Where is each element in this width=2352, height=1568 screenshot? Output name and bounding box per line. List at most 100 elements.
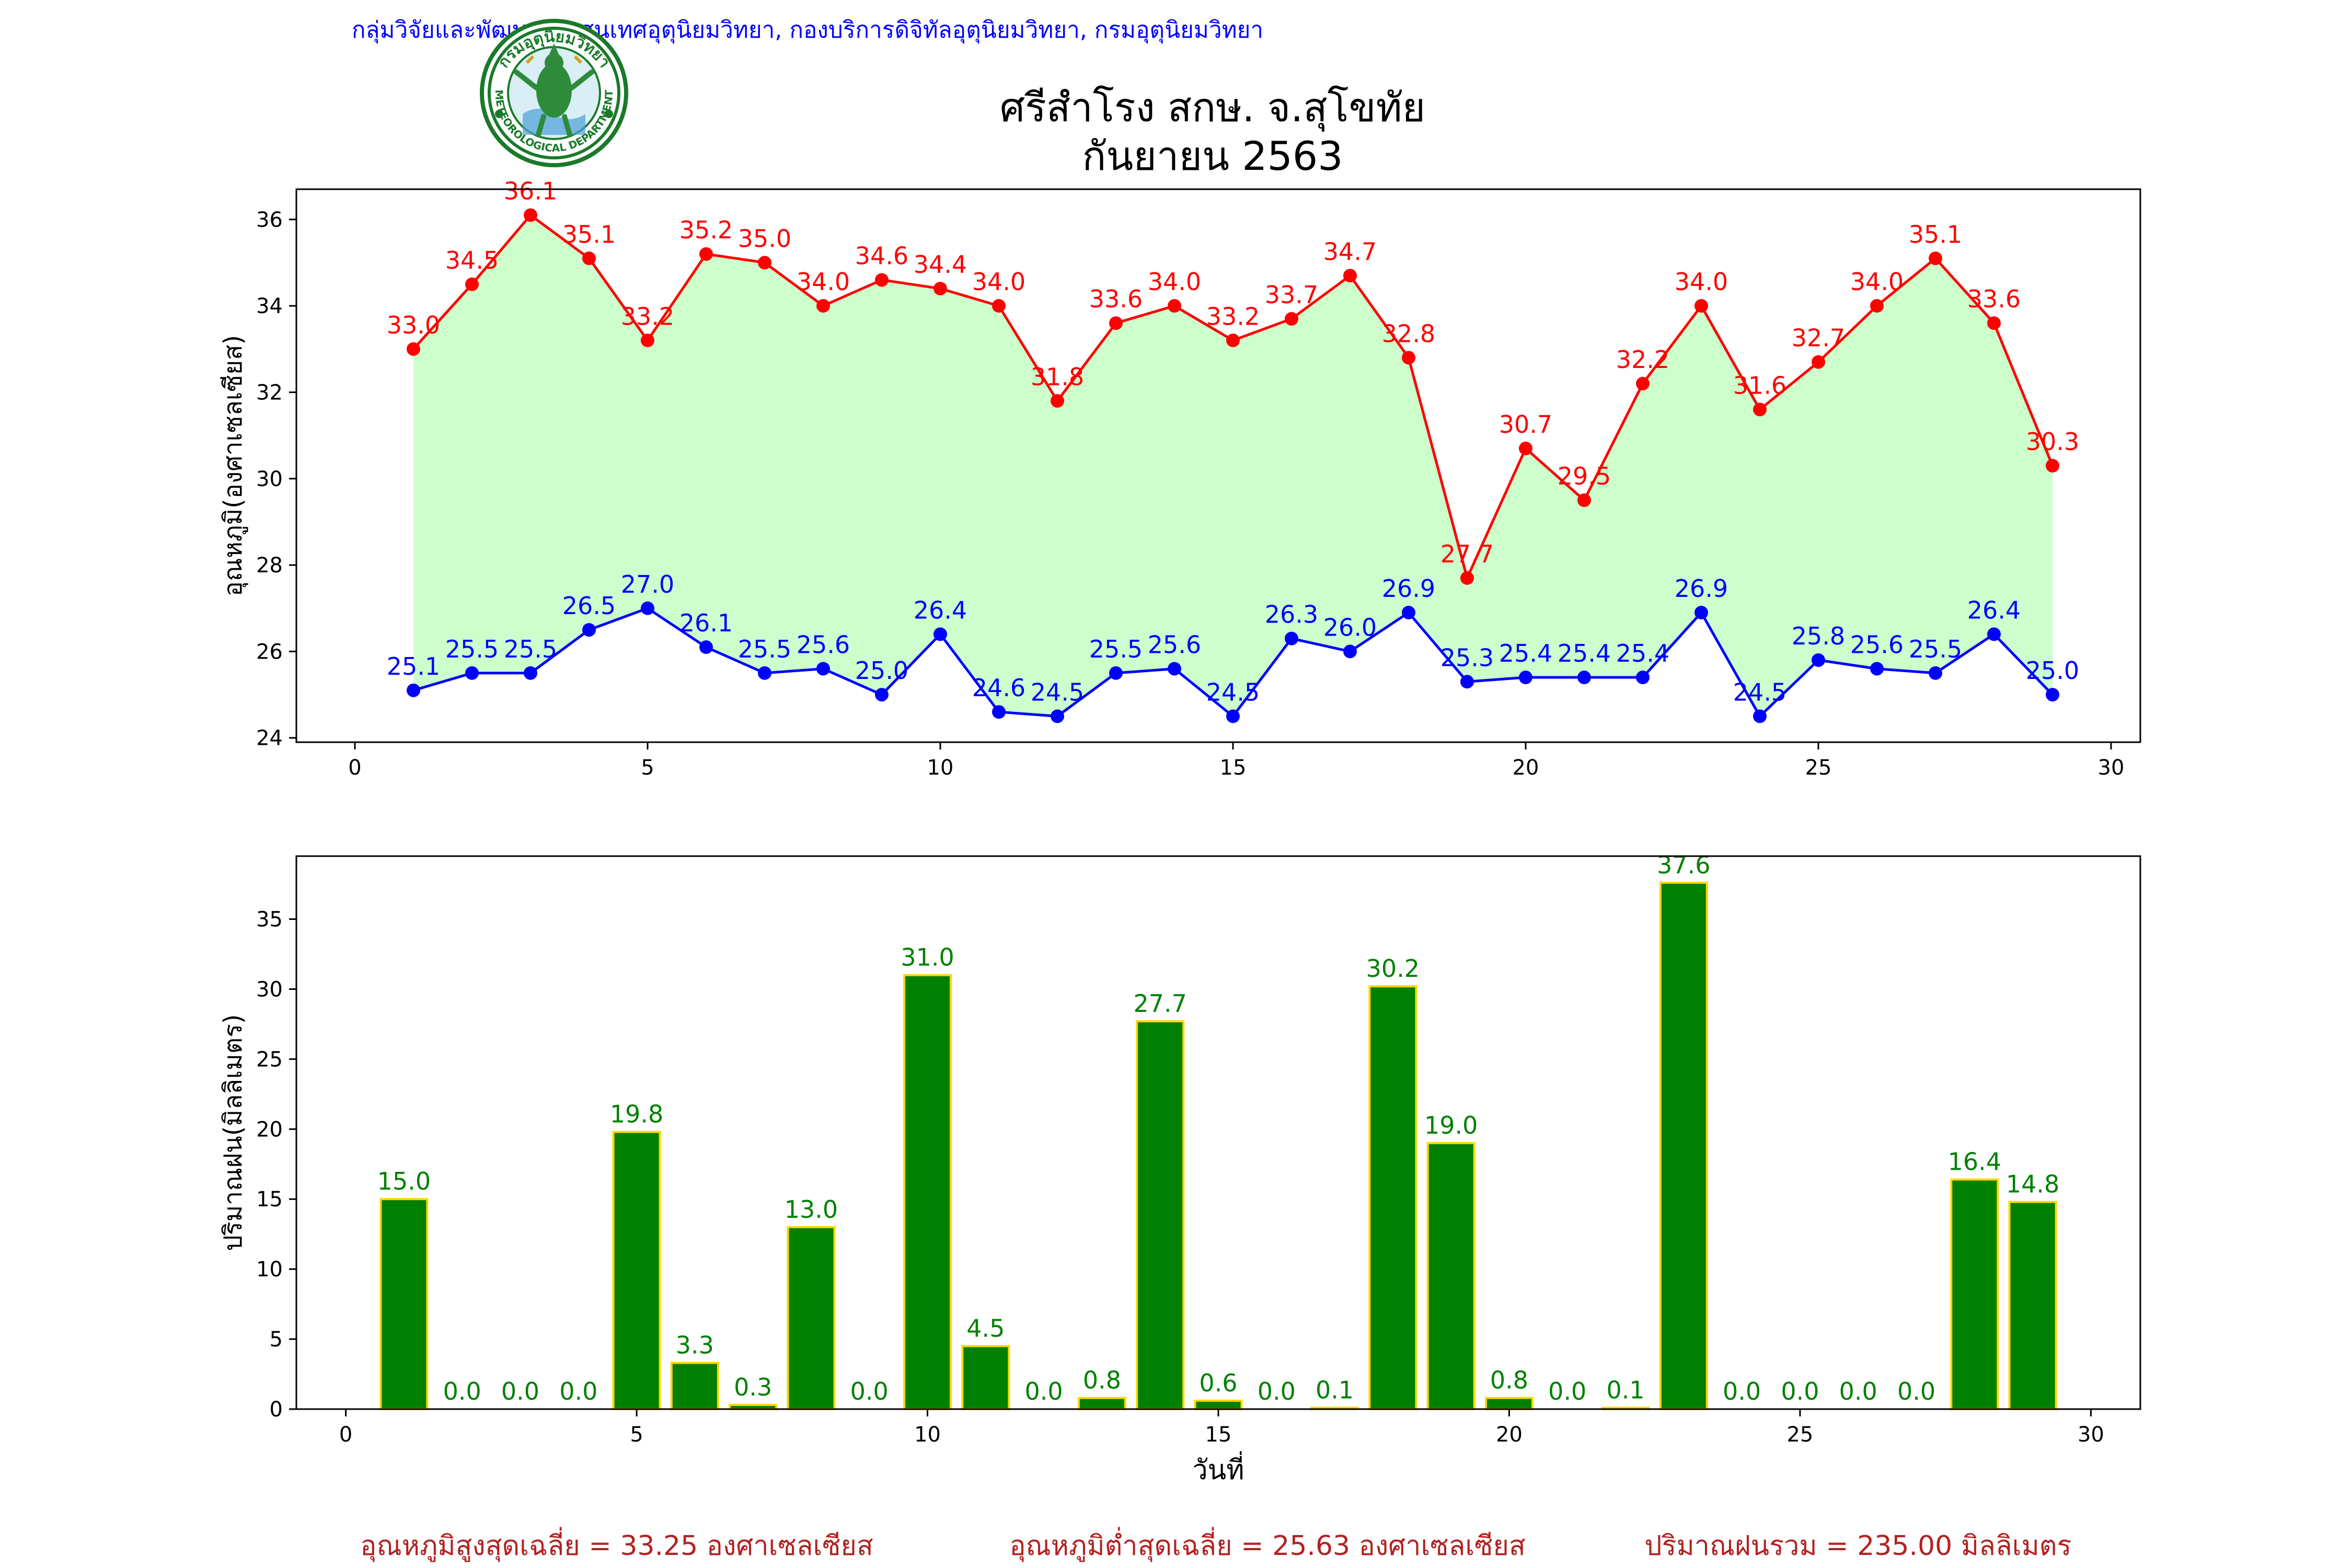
min-temperature-data-label: 25.4 xyxy=(1499,639,1552,667)
min-temperature-point xyxy=(1343,644,1357,659)
rainfall-data-label: 0.0 xyxy=(1781,1377,1819,1405)
max-temperature-point xyxy=(1051,394,1064,408)
rainfall-bar xyxy=(1484,1397,1534,1411)
max-temperature-point xyxy=(1343,269,1357,283)
max-temperature-point xyxy=(465,277,479,291)
max-temperature-data-label: 33.6 xyxy=(1967,285,2021,313)
min-temperature-point xyxy=(1051,709,1064,723)
rainfall-data-label: 0.0 xyxy=(1723,1377,1761,1405)
rainfall-x-tick-label: 25 xyxy=(1786,1423,1813,1447)
max-temperature-point xyxy=(1929,251,1942,266)
rainfall-y-tick-label: 35 xyxy=(256,908,283,932)
max-temperature-data-label: 33.2 xyxy=(1206,302,1260,330)
min-temperature-data-label: 26.9 xyxy=(1382,574,1435,603)
rainfall-x-tick-label: 0 xyxy=(339,1423,352,1447)
max-temperature-data-label: 34.7 xyxy=(1323,237,1377,266)
min-temperature-point xyxy=(875,688,889,702)
max-temperature-data-label: 34.5 xyxy=(445,246,499,274)
max-temperature-data-label: 31.8 xyxy=(1031,363,1084,391)
min-temperature-point xyxy=(1226,709,1240,723)
rainfall-y-tick-label: 30 xyxy=(256,977,283,1001)
min-temperature-point xyxy=(1636,671,1650,685)
rainfall-y-tick-label: 0 xyxy=(270,1398,283,1422)
max-temperature-point xyxy=(1402,351,1415,365)
min-temperature-point xyxy=(2046,688,2059,702)
max-temperature-data-label: 30.7 xyxy=(1499,410,1552,439)
rainfall-bar xyxy=(787,1226,836,1410)
rainfall-data-label: 4.5 xyxy=(966,1314,1005,1342)
rainfall-x-axis: 0 5 10 15 20 25 30 xyxy=(339,1409,2104,1447)
min-temperature-point xyxy=(1870,662,1884,676)
min-temperature-data-label: 25.8 xyxy=(1792,622,1845,650)
temperature-y-tick-label: 28 xyxy=(256,554,283,578)
min-temperature-point xyxy=(933,627,947,641)
min-temperature-point xyxy=(582,623,596,637)
max-temperature-data-label: 33.6 xyxy=(1089,285,1143,313)
rainfall-data-label: 0.0 xyxy=(501,1377,539,1405)
rainfall-bar xyxy=(961,1345,1010,1410)
max-temperature-data-label: 33.0 xyxy=(387,311,440,339)
max-temperature-data-label: 34.0 xyxy=(1850,268,1904,296)
temperature-x-tick-label: 10 xyxy=(927,756,954,780)
min-temperature-point xyxy=(1460,675,1474,689)
rainfall-x-tick-label: 15 xyxy=(1205,1423,1232,1447)
min-temperature-data-label: 26.4 xyxy=(914,596,967,624)
min-temperature-point xyxy=(816,662,830,676)
min-temperature-data-label: 26.5 xyxy=(562,592,616,620)
max-temperature-data-label: 34.0 xyxy=(797,268,850,296)
max-temperature-point xyxy=(1694,299,1708,313)
max-temperature-point xyxy=(816,299,830,313)
max-temperature-data-label: 33.2 xyxy=(621,302,674,330)
rainfall-y-tick-label: 10 xyxy=(256,1258,283,1282)
max-temperature-point xyxy=(1168,299,1181,313)
rainfall-bar xyxy=(1426,1142,1475,1411)
rainfall-bar xyxy=(1950,1178,1999,1410)
min-temperature-data-label: 25.1 xyxy=(387,652,440,681)
rainfall-x-tick-label: 10 xyxy=(914,1423,941,1447)
rainfall-y-tick-label: 15 xyxy=(256,1187,283,1212)
min-temperature-point xyxy=(699,640,713,654)
rainfall-bar xyxy=(612,1131,661,1410)
rainfall-data-label: 0.0 xyxy=(850,1377,889,1405)
rainfall-x-tick-label: 30 xyxy=(2078,1423,2104,1447)
min-temperature-point xyxy=(992,705,1006,719)
min-temperature-data-label: 24.5 xyxy=(1206,678,1260,706)
min-temperature-data-label: 27.0 xyxy=(621,570,674,598)
max-temperature-point xyxy=(992,299,1006,313)
rainfall-data-label: 0.0 xyxy=(1897,1377,1935,1405)
min-temperature-data-label: 25.6 xyxy=(1850,630,1904,659)
rainfall-y-tick-label: 20 xyxy=(256,1117,283,1142)
max-temperature-data-label: 32.8 xyxy=(1382,319,1435,348)
rainfall-bar xyxy=(2008,1201,2057,1410)
rainfall-data-label: 13.0 xyxy=(785,1195,838,1224)
min-temperature-point xyxy=(641,601,654,615)
min-temperature-point xyxy=(1753,709,1767,723)
min-temperature-data-label: 25.5 xyxy=(445,635,499,663)
temperature-y-tick-label: 26 xyxy=(256,640,283,664)
rainfall-data-label: 37.6 xyxy=(1657,851,1710,879)
rainfall-y-tick-label: 5 xyxy=(270,1328,283,1352)
temperature-x-tick-label: 20 xyxy=(1513,756,1539,780)
max-temperature-data-label: 34.0 xyxy=(972,268,1025,296)
max-temperature-point xyxy=(1577,493,1591,508)
rainfall-data-label: 15.0 xyxy=(377,1167,431,1195)
max-temperature-data-label: 33.7 xyxy=(1265,281,1318,309)
min-temperature-point xyxy=(1577,671,1591,685)
max-temperature-point xyxy=(524,208,537,222)
min-temperature-data-label: 26.1 xyxy=(679,609,733,637)
chart-subtitle: กันยายน 2563 xyxy=(1082,133,1343,179)
max-temperature-data-label: 35.1 xyxy=(1909,220,1962,248)
temperature-range-fill xyxy=(413,215,2053,717)
max-temperature-point xyxy=(1519,441,1532,455)
rainfall-x-tick-label: 5 xyxy=(630,1423,643,1447)
rainfall-bars-layer xyxy=(379,881,2057,1411)
rainfall-data-label: 0.0 xyxy=(1839,1377,1877,1405)
min-temperature-data-label: 25.4 xyxy=(1558,639,1611,667)
min-temperature-point xyxy=(1519,671,1532,685)
min-temperature-point xyxy=(1987,627,2001,641)
rainfall-bar xyxy=(670,1362,719,1410)
min-temperature-point xyxy=(1168,662,1181,676)
rainfall-data-label: 3.3 xyxy=(676,1331,714,1359)
min-temperature-point xyxy=(407,683,420,697)
